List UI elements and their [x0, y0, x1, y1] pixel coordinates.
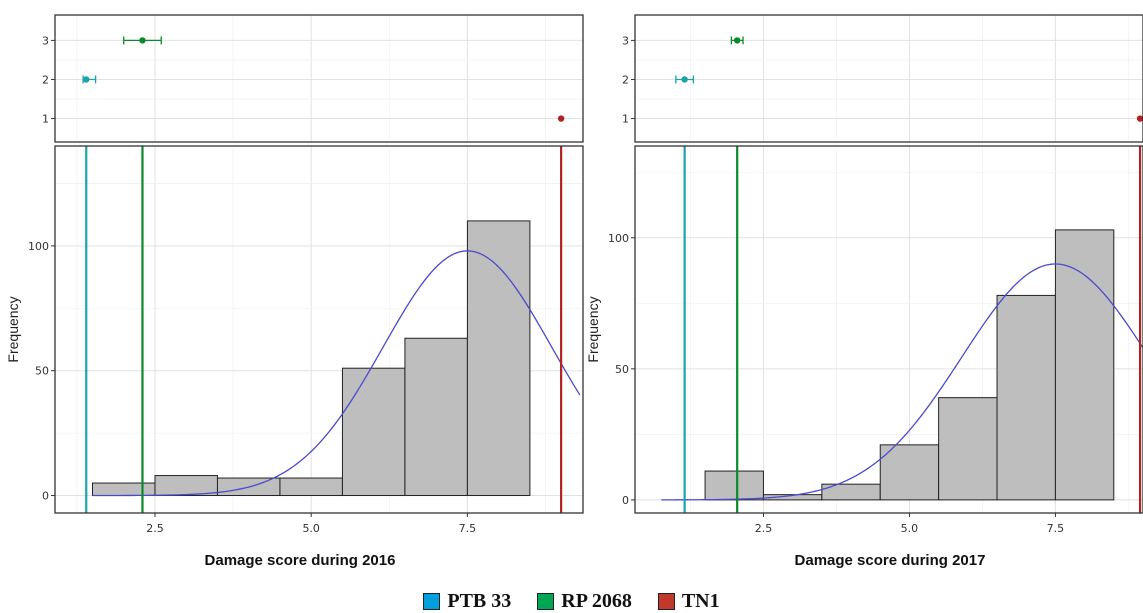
legend-label-tn1: TN1 [681, 589, 720, 612]
histogram-panel-border [54, 145, 584, 514]
dot-panel-border [634, 14, 1143, 143]
x-axis-label: Damage score during 2016 [205, 552, 396, 569]
legend-swatch-rp2068 [537, 592, 555, 610]
x-tick-label: 2.5 [755, 522, 773, 535]
dot-y-tick-label: 2 [42, 73, 49, 86]
y-axis-label: Frequency [5, 296, 21, 362]
mean-point [139, 37, 146, 44]
histogram-bar [1054, 229, 1115, 501]
dot-panel-2017 [635, 15, 1143, 142]
histogram-bar [279, 477, 343, 497]
x-tick-label: 7.5 [1047, 522, 1065, 535]
histogram-bar [704, 470, 764, 501]
histogram-bar [879, 444, 940, 501]
x-tick-label: 5.0 [302, 522, 320, 535]
histogram-panel-2017 [635, 146, 1143, 513]
mean-point [557, 115, 565, 122]
y-tick-label: 50 [35, 365, 49, 378]
legend-swatch-tn1 [657, 592, 675, 610]
histogram-bar [404, 337, 468, 497]
x-tick-label: 7.5 [459, 522, 477, 535]
histogram-bar [466, 220, 531, 497]
histogram-panel-2016 [55, 146, 583, 513]
y-axis-label: Frequency [585, 296, 601, 362]
dot-panel-2016 [55, 15, 583, 142]
dot-y-tick-label: 3 [42, 34, 49, 47]
y-tick-label: 100 [608, 232, 629, 245]
density-curve [92, 250, 581, 497]
legend-item-tn1: TN1 [657, 589, 720, 613]
legend: PTB 33 RP 2068 TN1 [0, 590, 1143, 612]
legend-label-rp2068: RP 2068 [561, 589, 632, 612]
dot-y-tick-label: 3 [622, 34, 629, 47]
x-tick-label: 2.5 [146, 522, 164, 535]
histogram-bar [938, 397, 998, 501]
dot-y-tick-label: 1 [622, 113, 629, 126]
legend-swatch-ptb33 [423, 592, 441, 610]
legend-item-ptb33: PTB 33 [423, 590, 511, 613]
legend-label-ptb33: PTB 33 [447, 589, 512, 612]
mean-point [681, 76, 688, 83]
mean-point [733, 37, 741, 44]
y-tick-label: 0 [622, 494, 629, 507]
x-axis-label: Damage score during 2017 [795, 552, 986, 569]
dot-panel-border [54, 14, 584, 143]
histogram-bar [341, 367, 406, 497]
y-tick-label: 100 [28, 240, 49, 253]
histogram-bar [996, 294, 1056, 501]
chart-panel-2017: 1 2 3 0 50 100 2.5 5.0 7.5 Damage score during 20… [585, 14, 1143, 569]
density-curve [661, 263, 1143, 501]
dot-y-tick-label: 1 [42, 113, 49, 126]
mean-point [83, 76, 90, 83]
histogram-bar [91, 482, 156, 497]
histogram-panel-border [634, 145, 1143, 514]
y-tick-label: 0 [42, 490, 49, 503]
y-tick-label: 50 [615, 363, 629, 376]
mean-point [1136, 115, 1143, 122]
dot-y-tick-label: 2 [622, 73, 629, 86]
legend-item-rp2068: RP 2068 [537, 590, 632, 613]
x-tick-label: 5.0 [901, 522, 919, 535]
chart-panel-2016: 1 2 3 0 50 100 2.5 5.0 7.5 Damage score during 20… [5, 14, 584, 569]
histogram-bar [154, 475, 218, 497]
